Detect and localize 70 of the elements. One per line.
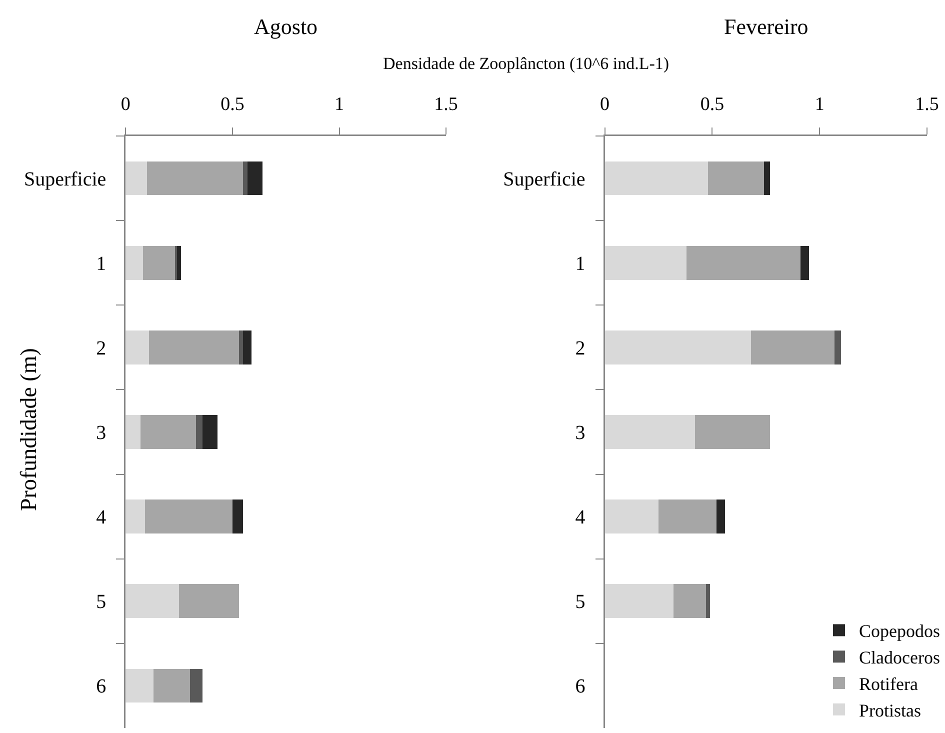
bar [126,500,145,534]
x-tick-label: 0 [120,94,130,115]
bar [695,415,770,449]
y-tick-label: 1 [96,252,106,275]
bar [604,584,674,618]
chart-title: Fevereiro [724,14,808,39]
bar [686,246,800,280]
y-tick-label: 3 [575,422,586,444]
x-axis-title: Densidade de Zooplâncton (10^6 ind.L-1) [383,54,670,73]
y-tick-label: 5 [575,591,586,614]
bar [190,668,203,703]
bar [708,161,764,196]
bar [126,415,141,449]
legend-label: Copepodos [859,621,940,642]
bar [176,246,182,280]
y-tick-label: 3 [96,422,106,444]
bar [153,668,190,703]
y-tick-label: Superficie [503,168,586,190]
y-tick-label: 2 [96,337,106,360]
bar [147,161,244,196]
y-tick-label: Superficie [24,168,106,190]
bar [126,668,154,703]
bar [232,500,244,534]
bar [764,161,770,196]
bar [604,161,708,196]
bar [604,415,696,449]
x-tick-label: 0.5 [220,94,244,115]
chart-title: Agosto [254,14,318,39]
legend-label: Rotifera [859,674,918,694]
y-tick-label: 4 [575,506,586,529]
x-tick-label: 1 [814,94,824,115]
y-tick-label: 5 [96,591,106,614]
bar [126,246,143,280]
bar [196,415,203,449]
bar [604,330,751,364]
bar [706,584,710,618]
bar [149,330,239,364]
bar [243,161,248,196]
x-tick-label: 1.5 [915,94,939,115]
y-tick-label: 2 [575,337,586,360]
bar [243,330,252,364]
bar [179,584,239,618]
legend-label: Cladoceros [859,648,940,668]
y-tick-label: 6 [96,676,106,698]
y-axis-title: Profundidade (m) [16,348,41,511]
legend-label: Protistas [859,700,922,720]
bar [238,330,244,364]
bar [750,330,835,364]
x-tick-label: 1 [334,94,344,115]
bar [674,584,706,618]
bar [126,584,180,618]
y-tick-label: 4 [96,506,106,529]
bar [142,246,175,280]
x-tick-label: 0 [600,94,610,115]
bar [716,500,726,534]
bar [202,415,218,449]
bar [247,161,262,196]
x-tick-label: 1.5 [434,94,458,115]
bar [800,246,809,280]
y-tick-label: 1 [575,252,586,275]
bar [126,330,150,364]
bar [604,246,686,280]
y-tick-label: 6 [575,676,586,698]
bar [604,500,659,534]
x-tick-label: 0.5 [700,94,724,115]
bar [144,500,232,534]
bar [834,330,842,364]
bar [140,415,196,449]
bar [658,500,717,534]
bar [126,161,148,196]
